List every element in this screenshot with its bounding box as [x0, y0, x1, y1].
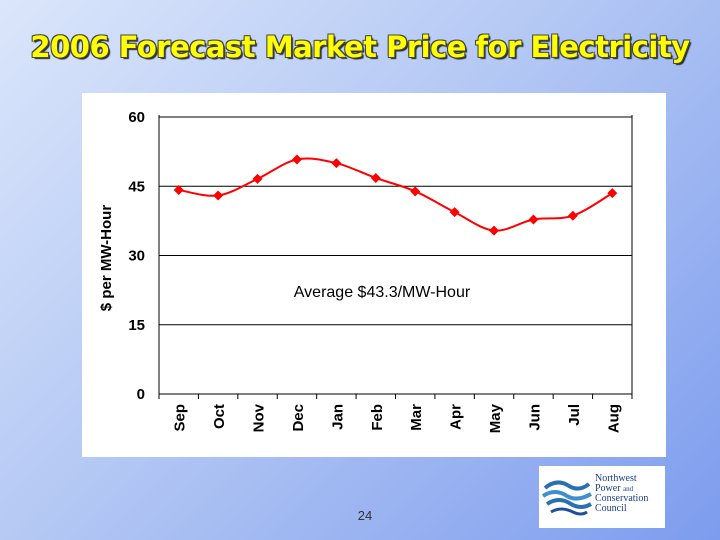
line-chart: 0 15 30 45 60 Sep Oct Nov Dec Jan Feb Mar Apr May Jun… [98, 109, 633, 433]
logo-text: Northwest Power and Conservation Council [595, 474, 665, 514]
logo-line-2a: Power [595, 483, 621, 494]
logo-line-3: Conservation [595, 493, 649, 504]
x-tick-label: Sep [172, 404, 189, 432]
series [173, 154, 618, 236]
data-point-marker [567, 210, 578, 221]
x-tick-label: Jan [329, 404, 346, 430]
y-tick-label: 15 [128, 317, 145, 334]
y-tick-label: 60 [128, 109, 145, 126]
gridlines [159, 116, 632, 326]
swirl-logo-icon [541, 480, 593, 516]
data-point-marker [173, 184, 184, 195]
y-tick-labels: 0 15 30 45 60 [128, 109, 145, 403]
data-point-marker [489, 225, 500, 236]
data-point-marker [252, 173, 263, 184]
x-tick-label: Feb [369, 404, 386, 431]
x-tick-label: Oct [211, 404, 228, 429]
x-tick-labels: Sep Oct Nov Dec Jan Feb Mar Apr May Jun Jul Aug [172, 403, 623, 433]
series-line [178, 157, 613, 232]
logo-line-2b: and [623, 485, 634, 493]
x-tick-label: May [487, 403, 504, 433]
data-point-marker [607, 188, 618, 199]
logo-line-4: Council [595, 503, 627, 514]
data-point-marker [528, 214, 539, 225]
data-point-marker [370, 172, 381, 183]
average-annotation: Average $43.3/MW-Hour [294, 284, 471, 301]
y-axis-title: $ per MW-Hour [98, 205, 115, 312]
x-tick-label: Jul [566, 404, 583, 426]
x-tick-label: Nov [251, 403, 268, 432]
axes [158, 115, 633, 399]
x-tick-label: Aug [605, 404, 622, 433]
page-number: 24 [357, 508, 373, 523]
logo-line-1: Northwest [595, 473, 637, 484]
y-tick-label: 0 [137, 386, 145, 403]
x-tick-label: Apr [448, 404, 465, 430]
logo: Northwest Power and Conservation Council [539, 466, 665, 528]
slide-title: 2006 Forecast Market Price for Electrici… [30, 30, 690, 64]
data-point-marker [291, 154, 302, 165]
logo-line-2: Power and [595, 484, 665, 494]
chart-area: 0 15 30 45 60 Sep Oct Nov Dec Jan Feb Mar Apr May Jun… [82, 93, 666, 457]
x-tick-label: Dec [290, 404, 307, 432]
data-point-marker [213, 190, 224, 201]
x-tick-label: Mar [408, 404, 425, 431]
data-point-marker [449, 207, 460, 218]
data-point-marker [331, 158, 342, 169]
y-tick-label: 45 [128, 178, 145, 195]
y-tick-label: 30 [128, 248, 145, 265]
data-point-marker [410, 186, 421, 197]
x-tick-label: Jun [526, 404, 543, 431]
